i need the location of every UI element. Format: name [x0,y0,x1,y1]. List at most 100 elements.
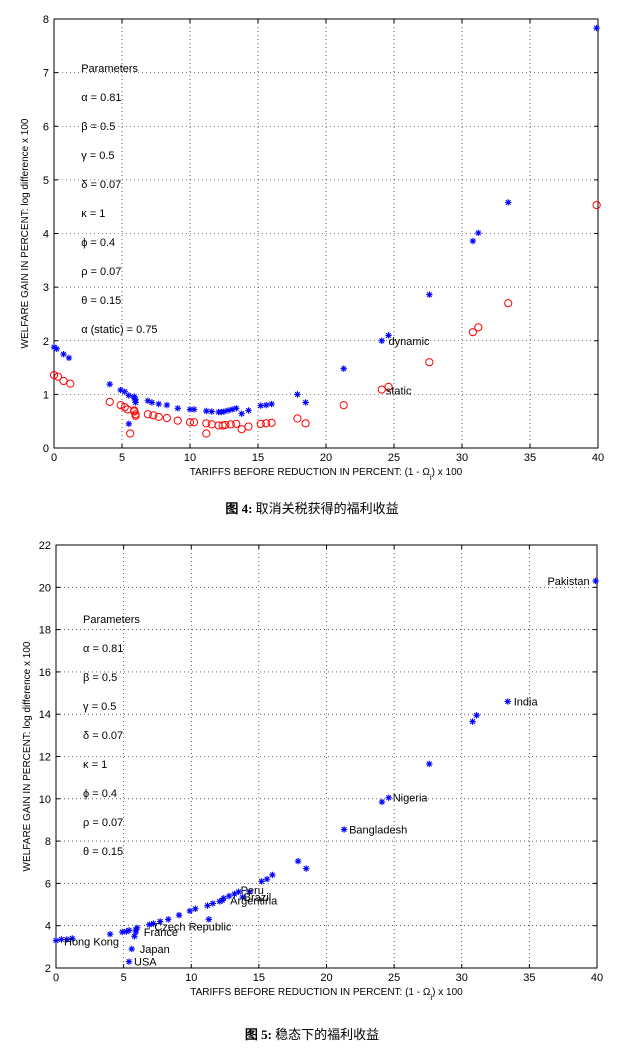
point-stroke [126,958,132,965]
point-stroke [426,761,432,767]
data-point [232,419,241,428]
point-stroke [64,936,70,943]
data-point [469,718,476,725]
plot-frame [55,544,598,969]
y-tick-label: 4 [43,229,49,241]
point-stroke [204,902,211,909]
point-stroke [592,578,599,584]
data-point [378,337,385,344]
point-stroke [175,405,181,412]
y-tick-label: 1 [43,389,49,401]
data-point [186,907,194,915]
data-point [52,937,60,944]
annotation-static: static [386,386,412,398]
data-point [66,379,75,388]
x-tick-label: 5 [119,452,125,464]
parameter-value: α = 0.81 [83,643,123,655]
series-static [49,200,601,438]
figure-4-label: 图 4: [225,501,253,516]
point-stroke [269,872,276,878]
point-stroke [235,889,242,895]
grid [54,19,598,448]
point-stroke [238,410,245,417]
data-point [385,332,392,339]
grid [56,545,597,968]
series-dynamic [50,24,600,428]
data-point [246,888,253,896]
parameter-value: κ = 1 [81,208,105,220]
point-stroke [150,920,157,927]
data-point [339,401,348,410]
x-tick-label: 15 [252,452,264,464]
parameter-value: κ = 1 [83,759,107,771]
y-tick-label: 22 [39,540,51,552]
point-stroke [119,929,125,935]
x-tick-label: 30 [456,452,468,464]
data-point [301,419,310,428]
country-label-czech-republic: Czech Republic [154,922,232,934]
x-tick-label: 25 [388,452,400,464]
point-stroke [165,916,171,923]
data-point [238,410,245,417]
data-point [149,411,158,420]
x-tick-label: 5 [121,972,127,984]
data-point [226,420,235,429]
point-stroke [233,405,239,412]
data-point [293,414,302,423]
point-stroke [426,291,433,298]
point-stroke [469,718,476,725]
data-point [425,358,434,367]
point-stroke [134,925,140,931]
data-point [53,345,60,352]
point-stroke [107,931,113,937]
chart-welfare-gains: 0 5 10 15 20 25 30 35 40 0 1 2 3 4 5 6 7 8 TARIFFS BEFORE … [20,14,604,482]
data-point [121,388,128,395]
data-point [163,401,171,409]
parameter-value: θ = 0.15 [83,846,123,858]
data-point [50,343,58,351]
data-point [256,419,265,428]
figure-5-text: 稳态下的福利收益 [275,1027,380,1042]
data-point [237,425,246,434]
point-stroke [156,401,162,407]
annotation-dynamic: dynamic [389,336,430,348]
data-point [385,794,392,801]
parameter-value: δ = 0.07 [81,179,121,191]
data-point [208,408,215,415]
data-point [303,865,310,872]
data-point [173,416,182,425]
data-point [505,199,512,206]
point-stroke [107,381,113,387]
y-tick-label: 4 [45,921,51,933]
x-axis-label: TARIFFS BEFORE REDUCTION IN PERCENT: (1 … [190,467,463,482]
data-point [228,406,236,413]
data-point [165,916,172,923]
parameter-value: ϕ = 0.4 [81,237,115,249]
figure-4-text: 取消关税获得的福利收益 [255,501,399,516]
y-axis-label: WELFARE GAIN IN PERCENT: log difference … [22,641,33,871]
country-label-argentina: Argentina [230,895,278,907]
data-point [592,200,601,210]
parameter-value: γ = 0.5 [83,701,116,713]
point-stroke [226,893,232,899]
point-stroke [341,826,347,833]
point-stroke [268,401,275,407]
data-point [120,403,129,412]
data-point [269,871,276,879]
point-stroke [187,908,193,914]
parameter-value: θ = 0.15 [81,295,121,307]
country-label-hong-kong: Hong Kong [64,937,119,949]
parameter-value: γ = 0.5 [81,150,114,162]
point-stroke [263,402,269,408]
data-point [469,237,477,245]
x-tick-label: 30 [456,972,468,984]
data-point [263,875,271,883]
point-stroke [231,891,238,897]
data-point [378,798,386,806]
x-tick-label: 0 [53,972,59,984]
point-stroke [210,900,216,907]
data-point [105,397,114,406]
point-stroke [379,799,385,805]
data-point [60,350,67,358]
figure-5-label: 图 5: [244,1027,272,1042]
